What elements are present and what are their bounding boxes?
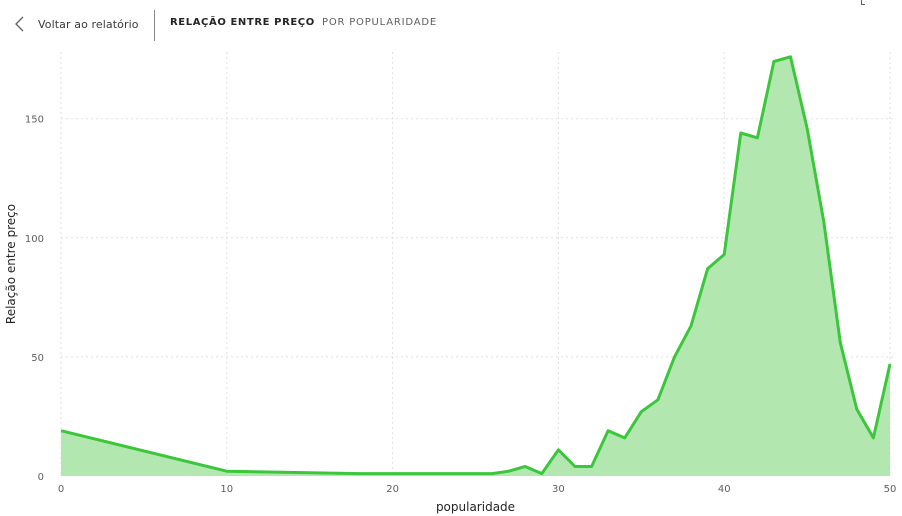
corner-mark <box>861 0 865 5</box>
report-header: Voltar ao relatório RELAÇÃO ENTRE PREÇO … <box>0 0 902 48</box>
tick-layer: 0 10 20 30 40 50 0 50 100 150 <box>25 115 896 495</box>
chevron-left-icon <box>15 16 24 32</box>
page-title: RELAÇÃO ENTRE PREÇO <box>170 17 315 28</box>
x-axis-label: popularidade <box>436 500 515 514</box>
series-line <box>60 55 892 476</box>
x-tick-label: 20 <box>386 484 399 495</box>
area-fill <box>61 56 890 477</box>
y-tick-label: 100 <box>25 234 44 245</box>
y-axis-label: Relação entre preço <box>4 204 18 324</box>
header-divider <box>154 10 155 41</box>
y-tick-label: 50 <box>31 353 44 364</box>
back-label: Voltar ao relatório <box>38 17 139 31</box>
page-subtitle: POR POPULARIDADE <box>322 17 438 28</box>
back-to-report-button[interactable]: Voltar ao relatório <box>12 12 139 36</box>
x-tick-label: 40 <box>718 484 731 495</box>
y-tick-label: 150 <box>25 115 44 126</box>
x-tick-label: 50 <box>884 484 897 495</box>
x-tick-label: 0 <box>58 484 64 495</box>
x-tick-label: 10 <box>220 484 233 495</box>
y-tick-label: 0 <box>38 472 44 483</box>
x-tick-label: 30 <box>552 484 565 495</box>
